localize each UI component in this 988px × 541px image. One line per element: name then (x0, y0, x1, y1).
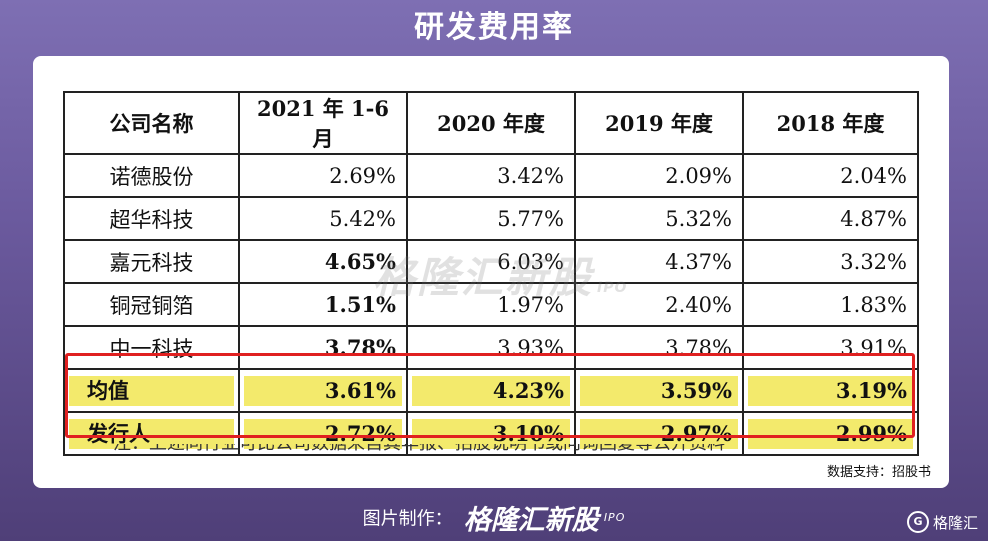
value-cell: 4.37% (574, 239, 744, 284)
table-row: 铜冠铜箔 1.51% 1.97% 2.40% 1.83% (63, 282, 919, 327)
value-cell: 4.87% (742, 196, 919, 241)
value-cell: 2.09% (574, 153, 744, 198)
header-2019: 2019 年度 (574, 91, 744, 155)
footer-brand: 格隆汇新股 (463, 505, 599, 536)
corner-logo-text: 格隆汇 (932, 513, 978, 532)
header-2021h1: 2021 年 1-6 月 (238, 91, 408, 155)
value-cell: 1.97% (406, 282, 576, 327)
value-cell: 1.83% (742, 282, 919, 327)
footer-credit: 图片制作： 格隆汇新股 IPO (0, 498, 988, 538)
rd-expense-table: 公司名称 2021 年 1-6 月 2020 年度 2019 年度 2018 年… (63, 91, 919, 456)
average-value: 4.23% (412, 375, 570, 406)
table-row: 超华科技 5.42% 5.77% 5.32% 4.87% (63, 196, 919, 241)
footer-label: 图片制作： (362, 508, 453, 530)
value-cell: 2.69% (238, 153, 408, 198)
value-cell: 5.42% (238, 196, 408, 241)
header-company: 公司名称 (63, 91, 240, 155)
average-label: 均值 (69, 375, 234, 406)
source-note: 数据支持：招股书 (826, 465, 931, 480)
value-cell: 5.32% (574, 196, 744, 241)
issuer-label: 发行人 (69, 418, 234, 449)
value-cell: 2.40% (574, 282, 744, 327)
value-cell: 1.51% (238, 282, 408, 327)
issuer-row: 发行人 2.72% 3.10% 2.97% 2.99% (63, 411, 919, 456)
value-cell: 3.91% (742, 325, 919, 370)
company-name: 中一科技 (63, 325, 240, 370)
average-value: 3.19% (748, 375, 913, 406)
value-cell: 2.04% (742, 153, 919, 198)
value-cell: 6.03% (406, 239, 576, 284)
table-wrap: 公司名称 2021 年 1-6 月 2020 年度 2019 年度 2018 年… (63, 91, 919, 456)
company-name: 诺德股份 (63, 153, 240, 198)
header-2020: 2020 年度 (406, 91, 576, 155)
issuer-value: 2.72% (244, 418, 402, 449)
table-footnote-cropped: 注：上述同行业可比公司数据来自其年报、招股说明书或问询回复等公开资料 (113, 444, 753, 454)
value-cell: 5.77% (406, 196, 576, 241)
value-cell: 3.93% (406, 325, 576, 370)
table-card: 公司名称 2021 年 1-6 月 2020 年度 2019 年度 2018 年… (33, 56, 949, 488)
company-name: 铜冠铜箔 (63, 282, 240, 327)
table-row: 中一科技 3.78% 3.93% 3.78% 3.91% (63, 325, 919, 370)
gelonghui-logo-icon: G (906, 511, 929, 533)
average-row: 均值 3.61% 4.23% 3.59% 3.19% (63, 368, 919, 413)
average-value: 3.59% (580, 375, 738, 406)
issuer-value: 2.99% (748, 418, 913, 449)
value-cell: 3.78% (574, 325, 744, 370)
issuer-value: 3.10% (412, 418, 570, 449)
average-value: 3.61% (244, 375, 402, 406)
footer-brand-sub: IPO (603, 511, 626, 524)
corner-logo: G 格隆汇 (906, 511, 978, 533)
value-cell: 3.32% (742, 239, 919, 284)
value-cell: 3.78% (238, 325, 408, 370)
value-cell: 4.65% (238, 239, 408, 284)
value-cell: 3.42% (406, 153, 576, 198)
header-row: 公司名称 2021 年 1-6 月 2020 年度 2019 年度 2018 年… (63, 91, 919, 155)
company-name: 超华科技 (63, 196, 240, 241)
issuer-value: 2.97% (580, 418, 738, 449)
company-name: 嘉元科技 (63, 239, 240, 284)
page-title: 研发费用率 (414, 10, 574, 45)
table-row: 嘉元科技 4.65% 6.03% 4.37% 3.32% (63, 239, 919, 284)
table-row: 诺德股份 2.69% 3.42% 2.09% 2.04% (63, 153, 919, 198)
header-2018: 2018 年度 (742, 91, 919, 155)
